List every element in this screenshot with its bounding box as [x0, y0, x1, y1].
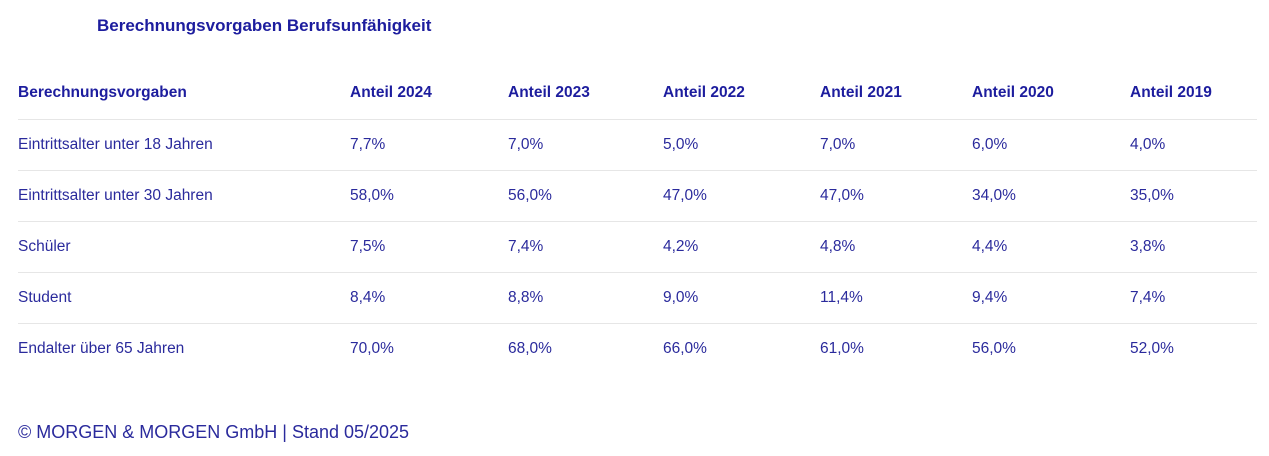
table-body: Eintrittsalter unter 18 Jahren 7,7% 7,0% 5,…	[18, 119, 1257, 375]
value-cell: 7,5%	[350, 221, 508, 273]
value-cell: 5,0%	[663, 119, 820, 171]
value-cell: 7,4%	[508, 221, 663, 273]
table-header: Berechnungsvorgaben Anteil 2024 Anteil 202…	[18, 84, 1257, 120]
value-cell: 8,8%	[508, 272, 663, 324]
value-cell: 6,0%	[972, 119, 1130, 171]
table-header-row: Berechnungsvorgaben Anteil 2024 Anteil 202…	[18, 84, 1257, 120]
value-cell: 7,0%	[820, 119, 972, 171]
row-label: Endalter über 65 Jahren	[18, 340, 185, 357]
column-header: Anteil 2022	[663, 84, 820, 120]
value-cell: 3,8%	[1130, 221, 1257, 273]
value-cell: 7,7%	[350, 119, 508, 171]
table-row: Schüler 7,5% 7,4% 4,2% 4,8% 4,4% 3,8%	[18, 221, 1257, 273]
page-title: Berechnungsvorgaben Berufsunfähigkeit	[97, 16, 432, 35]
value-cell: 35,0%	[1130, 170, 1257, 222]
value-cell: 66,0%	[663, 340, 707, 357]
value-cell: 70,0%	[350, 340, 394, 357]
value-cell: 9,4%	[972, 272, 1130, 324]
value-cell: 4,8%	[820, 221, 972, 273]
value-cell: 61,0%	[820, 340, 864, 357]
column-header: Anteil 2023	[508, 84, 663, 120]
value-cell: 56,0%	[972, 340, 1016, 357]
row-label: Schüler	[18, 221, 350, 273]
page: Berechnungsvorgaben Berufsunfähigkeit Be…	[0, 15, 1269, 456]
value-cell: 52,0%	[1130, 340, 1174, 357]
value-cell: 8,4%	[350, 272, 508, 324]
value-cell: 7,4%	[1130, 272, 1257, 324]
row-label: Eintrittsalter unter 18 Jahren	[18, 119, 350, 171]
row-label: Student	[18, 272, 350, 324]
table-row: Endalter über 65 Jahren 70,0% 68,0% 66,0% 61…	[18, 324, 1257, 375]
value-cell: 47,0%	[663, 170, 820, 222]
table-row: Student 8,4% 8,8% 9,0% 11,4% 9,4% 7,4%	[18, 272, 1257, 324]
value-cell: 47,0%	[820, 170, 972, 222]
value-cell: 56,0%	[508, 170, 663, 222]
row-label: Eintrittsalter unter 30 Jahren	[18, 170, 350, 222]
value-cell: 9,0%	[663, 272, 820, 324]
value-cell: 34,0%	[972, 170, 1130, 222]
value-cell: 58,0%	[350, 170, 508, 222]
calculation-table: Berechnungsvorgaben Anteil 2024 Anteil 202…	[18, 84, 1257, 374]
value-cell: 4,0%	[1130, 119, 1257, 171]
table-row: Eintrittsalter unter 30 Jahren 58,0% 56,0%…	[18, 170, 1257, 222]
column-header: Anteil 2021	[820, 84, 972, 120]
value-cell: 4,2%	[663, 221, 820, 273]
value-cell: 11,4%	[820, 272, 972, 324]
column-header: Anteil 2024	[350, 84, 508, 120]
table-row: Eintrittsalter unter 18 Jahren 7,7% 7,0% 5,…	[18, 119, 1257, 171]
value-cell: 68,0%	[508, 340, 552, 357]
column-header: Anteil 2020	[972, 84, 1130, 120]
column-header: Anteil 2019	[1130, 84, 1257, 120]
value-cell: 7,0%	[508, 119, 663, 171]
column-header-label: Berechnungsvorgaben	[18, 84, 350, 120]
footer-copyright: © MORGEN & MORGEN GmbH | Stand 05/2025	[18, 422, 410, 442]
value-cell: 4,4%	[972, 221, 1130, 273]
